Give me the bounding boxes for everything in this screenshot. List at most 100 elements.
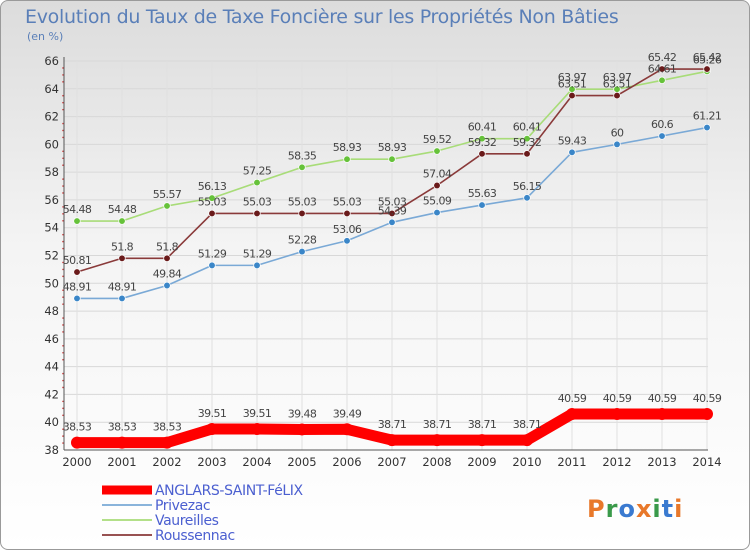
- data-labels: 48.91 48.91 49.84 51.29 51.29 52.28 53.06 54.39…: [63, 51, 723, 434]
- x-tick-label: 2012: [602, 455, 631, 469]
- data-label: 60.41: [513, 121, 542, 134]
- data-point: [658, 65, 666, 73]
- y-minor-tick: [62, 219, 64, 222]
- data-label: 55.03: [333, 195, 362, 208]
- data-point: [251, 423, 263, 436]
- data-point: [388, 155, 396, 163]
- data-label: 65.42: [693, 51, 722, 64]
- logo-letter: P: [587, 495, 606, 523]
- data-label: 40.59: [648, 392, 677, 405]
- y-minor-tick: [62, 372, 64, 375]
- y-minor-tick: [62, 108, 64, 111]
- x-tick-label: 2001: [107, 455, 136, 469]
- data-label: 52.28: [288, 234, 317, 247]
- x-tick-label: 2000: [62, 455, 91, 469]
- legend-label: Privezac: [155, 498, 210, 514]
- y-minor-tick: [62, 400, 64, 403]
- y-minor-tick: [62, 247, 64, 250]
- data-label: 54.48: [63, 203, 92, 216]
- y-minor-tick: [62, 67, 64, 69]
- data-point: [73, 294, 81, 303]
- y-minor-tick: [62, 428, 64, 430]
- y-minor-tick: [62, 94, 64, 97]
- data-point: [386, 434, 398, 447]
- y-tick-label: 48: [44, 304, 59, 318]
- x-tick-label: 2006: [332, 455, 361, 469]
- data-label: 65.42: [648, 51, 677, 64]
- data-point: [208, 194, 216, 202]
- y-tick-label: 42: [44, 387, 59, 401]
- y-minor-tick: [62, 303, 64, 305]
- y-tick-label: 38: [44, 443, 59, 457]
- data-point: [566, 408, 578, 421]
- chart-title: Evolution du Taux de Taxe Foncière sur l…: [25, 6, 618, 28]
- y-minor-tick: [62, 81, 64, 83]
- data-label: 58.93: [333, 141, 362, 154]
- data-label: 56.13: [198, 180, 227, 193]
- data-point: [523, 150, 531, 158]
- data-point: [73, 217, 81, 225]
- data-point: [206, 423, 218, 436]
- data-point: [656, 408, 668, 421]
- data-point: [478, 135, 486, 143]
- data-point: [341, 423, 353, 436]
- y-minor-tick: [62, 233, 64, 236]
- data-label: 50.81: [63, 254, 92, 267]
- data-point: [523, 194, 531, 202]
- data-point: [116, 436, 128, 449]
- data-point: [161, 436, 173, 449]
- data-label: 61.21: [693, 110, 722, 123]
- y-tick-label: 56: [44, 193, 59, 207]
- data-label: 60: [611, 126, 624, 139]
- data-label: 55.03: [288, 195, 317, 208]
- y-minor-tick: [62, 275, 64, 278]
- y-tick-label: 46: [44, 332, 59, 346]
- x-tick-label: 2003: [197, 455, 226, 469]
- data-point: [523, 135, 531, 143]
- data-label: 55.03: [378, 195, 407, 208]
- logo-letter: x: [636, 495, 652, 523]
- y-tick-label: 44: [44, 360, 59, 374]
- data-label: 57.04: [423, 167, 452, 180]
- data-point: [476, 434, 488, 447]
- logo-letter: i: [652, 495, 661, 523]
- logo-letter: r: [606, 495, 619, 523]
- y-minor-tick: [62, 435, 64, 437]
- data-point: [433, 147, 441, 155]
- data-point: [433, 208, 441, 217]
- data-point: [611, 408, 623, 421]
- data-point: [118, 254, 126, 262]
- data-label: 63.97: [603, 71, 632, 84]
- data-point: [298, 247, 306, 256]
- data-label: 59.43: [558, 134, 587, 147]
- data-label: 53.06: [333, 223, 362, 236]
- data-point: [431, 434, 443, 447]
- x-tick-label: 2009: [467, 455, 496, 469]
- y-minor-tick: [62, 206, 64, 208]
- data-point: [568, 91, 576, 100]
- x-tick-label: 2011: [557, 455, 586, 469]
- data-label: 63.97: [558, 71, 587, 84]
- data-label: 54.48: [108, 203, 137, 216]
- y-minor-tick: [62, 289, 64, 292]
- y-minor-tick: [62, 261, 64, 264]
- data-point: [478, 201, 486, 209]
- y-minor-tick: [62, 386, 64, 389]
- data-label: 40.59: [558, 392, 587, 405]
- data-label: 38.53: [153, 421, 182, 434]
- data-label: 55.09: [423, 195, 452, 208]
- y-minor-tick: [62, 157, 64, 160]
- data-point: [163, 281, 171, 290]
- data-point: [388, 218, 396, 226]
- data-label: 59.52: [423, 133, 452, 146]
- y-tick-label: 66: [44, 54, 59, 68]
- x-tick-label: 2010: [512, 455, 541, 469]
- y-tick-label: 52: [44, 249, 59, 263]
- data-label: 49.84: [153, 268, 182, 281]
- data-label: 51.29: [243, 247, 272, 260]
- data-label: 48.91: [108, 280, 137, 293]
- proxiti-logo: Proxiti: [587, 495, 682, 523]
- y-tick-label: 60: [44, 137, 59, 151]
- data-label: 39.49: [333, 407, 362, 420]
